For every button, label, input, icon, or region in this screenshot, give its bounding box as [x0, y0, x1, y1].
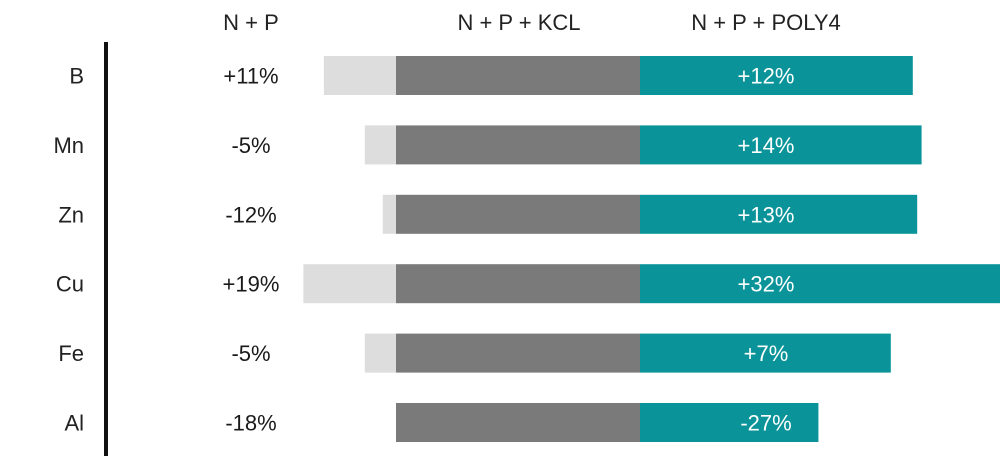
n-p-value-label: -18% [225, 411, 276, 436]
column-headers: N + P N + P + KCL N + P + POLY4 [223, 10, 841, 35]
bar-n-p [303, 264, 396, 304]
poly4-value-label: -27% [740, 411, 791, 436]
n-p-value-label: +19% [223, 272, 280, 297]
bar-n-p [364, 333, 396, 373]
n-p-value-label: -12% [225, 202, 276, 227]
bar-n-p [382, 194, 396, 234]
bar-n-p-poly4 [640, 333, 891, 373]
n-p-value-label: -5% [231, 341, 270, 366]
bar-n-p-poly4 [640, 194, 918, 234]
bar-n-p-poly4 [640, 403, 819, 442]
category-label: Cu [56, 272, 84, 297]
n-p-value-label: +11% [223, 64, 278, 89]
chart-row: Zn -12% +13% [58, 194, 918, 234]
chart-row: Cu +19% +32% [56, 264, 1000, 304]
column-header-3: N + P + POLY4 [691, 10, 841, 35]
category-label: Mn [53, 133, 84, 158]
column-header-1: N + P [223, 10, 279, 35]
bar-n-p-kcl [396, 333, 640, 373]
bar-n-p-poly4 [640, 56, 913, 95]
poly4-value-label: +7% [744, 341, 789, 366]
poly4-value-label: +13% [738, 202, 795, 227]
poly4-value-label: +32% [738, 272, 795, 297]
chart-row: Al -18% -27% [64, 403, 819, 442]
bar-n-p-kcl [396, 56, 640, 95]
bar-n-p [323, 56, 396, 95]
category-label: Fe [58, 341, 84, 366]
bar-n-p-kcl [396, 194, 640, 234]
category-label: B [69, 64, 84, 89]
bar-n-p [364, 125, 396, 165]
column-header-2: N + P + KCL [457, 10, 580, 35]
chart-row: Fe -5% +7% [58, 333, 891, 373]
bar-n-p-kcl [396, 125, 640, 165]
chart-row: B +11% +12% [69, 56, 913, 95]
bar-n-p-kcl [396, 264, 640, 304]
bar-n-p-poly4 [640, 125, 922, 165]
chart-rows: B +11% +12% Mn -5% +14% Zn -12% +13% Cu +19% +32% Fe… [53, 56, 1000, 442]
poly4-value-label: +12% [738, 64, 795, 89]
n-p-value-label: -5% [231, 133, 270, 158]
category-label: Zn [58, 202, 84, 227]
bar-n-p-kcl [396, 403, 640, 442]
chart-row: Mn -5% +14% [53, 125, 922, 165]
bar-n-p-poly4 [640, 264, 1000, 304]
poly4-value-label: +14% [738, 133, 795, 158]
category-label: Al [64, 411, 84, 436]
